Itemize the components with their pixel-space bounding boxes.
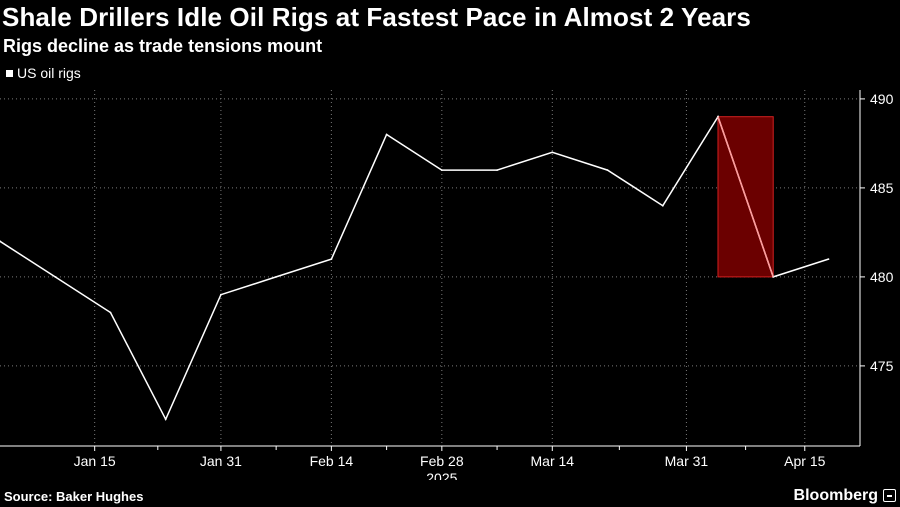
data-point [827,258,830,260]
line-chart: 475 480 485 490 Jan 15 Jan 31 Feb 14 Feb 28 Mar … [0,65,894,480]
x-tick-label: Feb 14 [310,453,354,469]
data-point [551,151,554,154]
x-tick-label: Mar 31 [665,453,709,469]
y-tick-label: 490 [870,91,894,107]
source-note: Source: Baker Hughes [4,489,144,504]
axes: 475 480 485 490 Jan 15 Jan 31 Feb 14 Feb 28 Mar … [0,90,894,480]
data-point [164,418,167,421]
data-point [109,311,112,314]
x-tick-label: Mar 14 [531,453,575,469]
legend: US oil rigs [6,65,81,81]
y-tick-label: 485 [870,180,894,196]
data-point [330,258,333,260]
data-point [606,169,609,172]
bloomberg-logo: Bloomberg [793,487,878,504]
data-point [385,133,388,136]
data-point [496,169,498,172]
x-tick-label: Jan 15 [74,453,116,469]
chart-title: Shale Drillers Idle Oil Rigs at Fastest … [2,2,751,32]
data-point [0,240,1,243]
chart-subtitle: Rigs decline as trade tensions mount [3,36,323,56]
legend-label-us-oil-rigs: US oil rigs [17,65,81,81]
x-year-label: 2025 [426,470,457,480]
grid-lines [0,90,860,446]
x-tick-label: Jan 31 [200,453,242,469]
data-point [54,276,57,278]
data-point [275,276,278,278]
x-tick-label: Apr 15 [784,453,825,469]
y-tick-label: 480 [870,269,894,285]
highlight-segment [717,116,774,278]
series-lines [0,114,830,422]
legend-swatch-us-oil-rigs [6,70,13,77]
y-tick-label: 475 [870,358,894,374]
series-line-us-oil-rigs [0,114,829,422]
x-tick-label: Feb 28 [420,453,464,469]
data-point [661,204,664,207]
data-point [440,169,443,172]
bloomberg-mark-icon [883,489,896,502]
data-point [220,293,222,296]
